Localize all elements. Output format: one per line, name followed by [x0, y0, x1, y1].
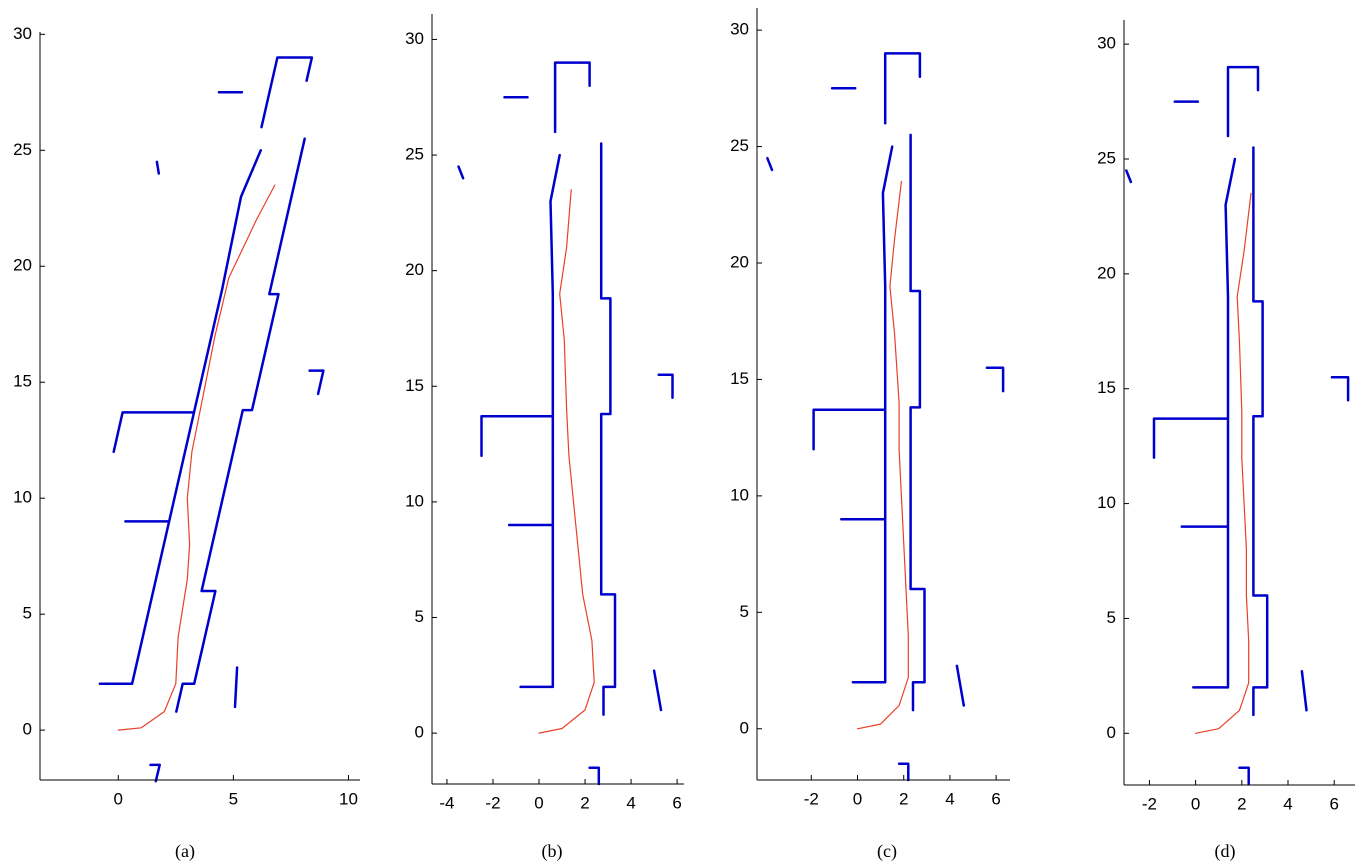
- y-tick-label: 10: [1097, 493, 1116, 512]
- y-tick-label: 30: [1097, 34, 1116, 53]
- y-tick-label: 15: [730, 369, 749, 388]
- y-tick-label: 10: [13, 488, 32, 507]
- y-tick-label: 0: [415, 723, 424, 742]
- y-tick-label: 25: [730, 136, 749, 155]
- series-line: [457, 61, 674, 786]
- x-tick-label: 6: [1329, 794, 1338, 813]
- y-tick-label: 5: [23, 604, 32, 623]
- x-tick-label: 2: [580, 793, 589, 812]
- y-tick-label: 10: [405, 491, 424, 510]
- y-tick-label: 15: [13, 372, 32, 391]
- y-tick-label: 20: [13, 256, 32, 275]
- x-tick-label: 5: [229, 789, 238, 808]
- y-tick-label: 15: [1097, 378, 1116, 397]
- series-line: [1125, 65, 1350, 786]
- x-tick-label: 0: [853, 789, 862, 808]
- y-tick-label: 0: [740, 718, 749, 737]
- y-tick-label: 20: [730, 252, 749, 271]
- y-tick-label: 25: [13, 140, 32, 159]
- y-tick-label: 5: [415, 607, 424, 626]
- y-tick-label: 15: [405, 376, 424, 395]
- x-tick-label: 2: [1237, 794, 1246, 813]
- caption: (d): [1215, 841, 1236, 862]
- caption: (a): [175, 841, 195, 862]
- x-tick-label: -4: [439, 793, 454, 812]
- x-tick-label: 6: [672, 793, 681, 812]
- y-tick-label: 20: [1097, 263, 1116, 282]
- caption: (c): [877, 841, 897, 862]
- y-tick-label: 10: [730, 485, 749, 504]
- y-tick-label: 5: [740, 602, 749, 621]
- y-tick-label: 30: [405, 29, 424, 48]
- series-line: [117, 184, 276, 731]
- y-tick-label: 25: [405, 145, 424, 164]
- y-tick-label: 0: [1107, 723, 1116, 742]
- y-tick-label: 30: [13, 24, 32, 43]
- x-tick-label: -2: [1142, 794, 1157, 813]
- x-tick-label: 2: [899, 789, 908, 808]
- y-tick-label: 5: [1107, 608, 1116, 627]
- y-tick-label: 0: [23, 720, 32, 739]
- y-tick-label: 20: [405, 260, 424, 279]
- series-line: [766, 52, 1005, 782]
- x-tick-label: 0: [534, 793, 543, 812]
- x-tick-label: -2: [485, 793, 500, 812]
- x-tick-label: -2: [804, 789, 819, 808]
- y-tick-label: 30: [730, 20, 749, 39]
- x-tick-label: 0: [114, 789, 123, 808]
- x-tick-label: 10: [339, 789, 358, 808]
- series-line: [856, 180, 909, 730]
- y-tick-label: 25: [1097, 148, 1116, 167]
- x-tick-label: 4: [1283, 794, 1292, 813]
- series-line: [538, 189, 595, 734]
- x-tick-label: 4: [626, 793, 635, 812]
- x-tick-label: 0: [1191, 794, 1200, 813]
- series-line: [98, 56, 325, 783]
- x-tick-label: 6: [991, 789, 1000, 808]
- series-line: [1195, 192, 1252, 734]
- x-tick-label: 4: [945, 789, 954, 808]
- caption: (b): [542, 841, 563, 862]
